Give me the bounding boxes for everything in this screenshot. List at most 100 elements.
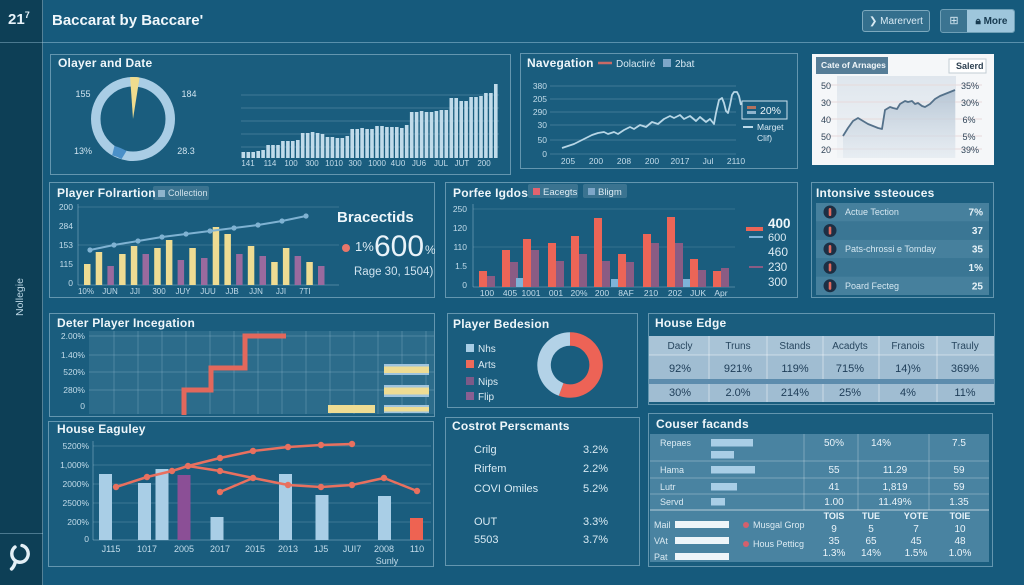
svg-text:5503: 5503 [474,534,498,546]
svg-text:11.29: 11.29 [883,465,908,476]
svg-text:1.40%: 1.40% [61,350,86,360]
svg-text:110: 110 [410,544,424,554]
svg-text:600: 600 [374,230,424,263]
svg-text:200: 200 [595,288,609,298]
svg-text:2110: 2110 [727,156,746,166]
svg-text:1017: 1017 [137,544,157,554]
svg-text:8AF: 8AF [618,288,634,298]
svg-text:7TI: 7TI [299,287,311,296]
svg-text:205: 205 [561,156,575,166]
svg-text:48: 48 [954,536,966,547]
svg-text:153: 153 [59,240,73,250]
svg-text:280%: 280% [63,385,85,395]
svg-text:300: 300 [348,159,362,168]
svg-text:1.00: 1.00 [824,497,844,508]
svg-text:0: 0 [84,534,89,544]
svg-text:J115: J115 [102,544,121,554]
svg-text:Truns: Truns [725,341,750,352]
svg-text:Jul: Jul [703,156,714,166]
svg-text:Pat: Pat [654,552,668,562]
svg-text:2.0%: 2.0% [725,387,750,399]
svg-text:5200%: 5200% [63,441,90,451]
svg-text:Salerd: Salerd [956,61,984,71]
svg-text:Lutr: Lutr [660,482,676,492]
svg-text:14%: 14% [871,438,891,449]
svg-text:35: 35 [828,536,840,547]
svg-text:10%: 10% [78,287,94,296]
svg-text:45: 45 [910,536,922,547]
svg-text:41: 41 [828,482,840,493]
svg-text:59: 59 [953,482,965,493]
svg-text:JUN: JUN [102,287,118,296]
svg-text:Rirfem: Rirfem [474,463,506,475]
svg-text:Clif): Clif) [757,133,772,143]
svg-text:3.3%: 3.3% [583,516,608,528]
svg-text:2008: 2008 [374,544,394,554]
svg-text:1.35: 1.35 [949,497,969,508]
svg-text:Sunly: Sunly [376,556,399,566]
svg-text:30%: 30% [961,98,979,108]
svg-text:7: 7 [913,524,919,535]
svg-text:Hama: Hama [660,465,684,475]
svg-text:%: % [425,243,435,257]
svg-text:Flip: Flip [478,392,495,403]
svg-text:300: 300 [152,287,166,296]
svg-text:7.5: 7.5 [952,438,966,449]
svg-text:Actue Tection: Actue Tection [845,207,899,217]
svg-text:2.2%: 2.2% [583,463,608,475]
svg-text:TOIE: TOIE [950,511,971,521]
svg-text:35: 35 [972,245,984,256]
svg-text:JJI: JJI [276,287,286,296]
svg-text:JUI7: JUI7 [343,544,362,554]
svg-text:205: 205 [533,94,547,104]
svg-text:Franois: Franois [891,341,924,352]
svg-text:OUT: OUT [474,516,498,528]
svg-text:0: 0 [68,278,73,288]
svg-text:TOIS: TOIS [824,511,845,521]
svg-text:Pats-chrossi e Tomday: Pats-chrossi e Tomday [845,244,936,254]
svg-text:Stands: Stands [779,341,810,352]
svg-text:1010: 1010 [325,159,343,168]
svg-text:2.00%: 2.00% [61,331,86,341]
svg-text:Bracectids: Bracectids [337,209,414,226]
svg-text:9: 9 [831,524,837,535]
svg-text:202: 202 [668,288,682,298]
svg-text:1001: 1001 [522,288,541,298]
svg-text:715%: 715% [836,363,864,375]
svg-text:120: 120 [453,223,467,233]
svg-text:50: 50 [821,132,831,142]
svg-text:600: 600 [768,232,786,244]
svg-text:200%: 200% [67,517,89,527]
svg-text:Nips: Nips [478,377,498,388]
svg-text:119%: 119% [781,363,809,375]
svg-text:2500%: 2500% [63,498,90,508]
svg-text:14)%: 14)% [895,363,921,375]
svg-text:1.5%: 1.5% [905,548,928,559]
svg-text:Musgal Grop: Musgal Grop [753,520,805,530]
svg-text:50: 50 [821,81,831,91]
svg-text:6%: 6% [962,115,975,125]
svg-text:0: 0 [542,149,547,159]
svg-text:3.7%: 3.7% [583,534,608,546]
svg-text:0: 0 [462,280,467,290]
svg-text:25: 25 [972,282,984,293]
svg-text:30: 30 [821,98,831,108]
svg-text:2015: 2015 [245,544,265,554]
svg-text:VAt: VAt [654,536,668,546]
svg-text:300: 300 [768,277,787,289]
svg-text:1.5: 1.5 [455,261,467,271]
svg-text:210: 210 [644,288,658,298]
svg-text:2017: 2017 [671,156,690,166]
svg-text:405: 405 [503,288,517,298]
svg-text:37: 37 [972,226,984,237]
svg-text:460: 460 [768,245,788,259]
svg-text:184: 184 [181,89,196,99]
svg-text:JUL: JUL [434,159,449,168]
svg-text:369%: 369% [951,363,979,375]
svg-text:13%: 13% [74,146,92,156]
svg-text:200: 200 [645,156,659,166]
svg-text:1%: 1% [969,263,984,274]
svg-text:Hous Petticg: Hous Petticg [753,539,804,549]
svg-text:2005: 2005 [174,544,194,554]
svg-text:1000: 1000 [368,159,386,168]
